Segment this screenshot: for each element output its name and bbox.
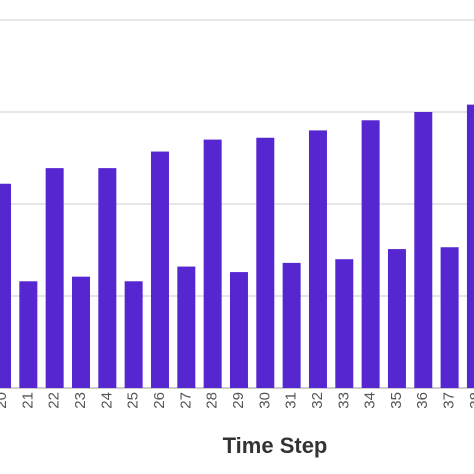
bar xyxy=(150,151,169,388)
x-tick-label: 36 xyxy=(414,392,431,409)
bar xyxy=(0,183,11,388)
bar xyxy=(71,276,90,388)
bar xyxy=(282,262,301,388)
x-tick-label: 22 xyxy=(46,392,63,409)
bar xyxy=(229,272,248,388)
bar xyxy=(98,168,117,388)
x-tick-label: 31 xyxy=(283,392,300,409)
x-tick-label: 30 xyxy=(256,392,273,409)
bar xyxy=(466,104,474,388)
bar xyxy=(256,137,275,388)
x-tick-label: 33 xyxy=(335,392,352,409)
x-tick-label: 29 xyxy=(230,392,247,409)
x-axis-title: Time Step xyxy=(223,433,328,458)
x-tick-label: 32 xyxy=(309,392,326,409)
x-tick-label: 35 xyxy=(388,392,405,409)
x-tick-label: 25 xyxy=(125,392,142,409)
bar xyxy=(203,139,222,388)
bar xyxy=(335,259,354,388)
bar xyxy=(308,130,327,388)
bar xyxy=(361,120,380,388)
x-tick-label: 28 xyxy=(204,392,221,409)
x-tick-label: 38 xyxy=(467,392,474,409)
x-tick-label: 21 xyxy=(19,392,36,409)
bar xyxy=(387,249,406,388)
x-tick-label: 34 xyxy=(362,392,379,409)
x-tick-label: 26 xyxy=(151,392,168,409)
bar xyxy=(124,281,143,388)
x-tick-label: 24 xyxy=(98,392,115,409)
x-tick-label: 37 xyxy=(441,392,458,409)
bar xyxy=(177,266,196,388)
bar xyxy=(440,247,459,388)
bar xyxy=(45,168,64,388)
x-tick-label: 20 xyxy=(0,392,10,409)
x-tick-label: 23 xyxy=(72,392,89,409)
x-tick-label: 27 xyxy=(177,392,194,409)
bar xyxy=(19,281,38,388)
bar xyxy=(414,112,433,388)
